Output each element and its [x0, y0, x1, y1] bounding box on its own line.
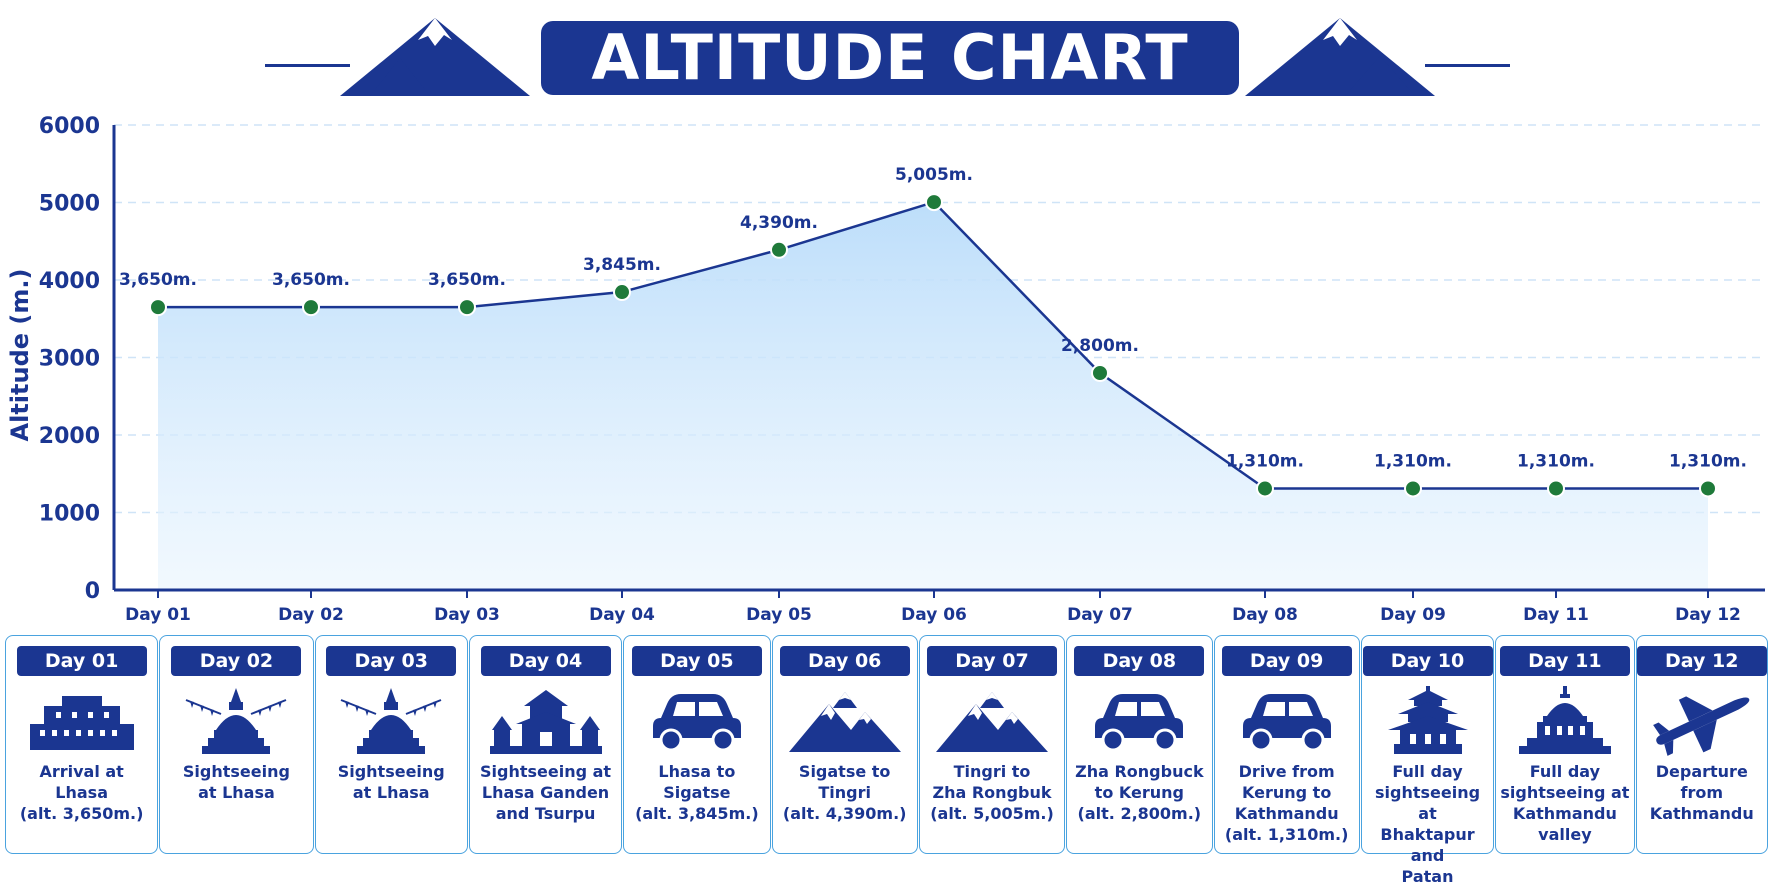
- itinerary-card: Day 09 Drive from Kerung to Kathmandu (al…: [1213, 635, 1360, 854]
- card-description: Tingri to Zha Rongbuk (alt. 5,005m.): [930, 762, 1054, 823]
- car-icon: [637, 686, 757, 766]
- pagoda-icon: [1368, 686, 1488, 766]
- data-point: [458, 298, 476, 317]
- data-label: 1,310m.: [1374, 451, 1452, 471]
- day-badge: Day 11: [1499, 646, 1630, 676]
- car-icon: [1227, 686, 1347, 766]
- altitude-chart: Altitude (m.) 0100020003000400050006000 …: [6, 114, 1765, 625]
- itinerary-card: Day 12 Departure from Kathmandu: [1635, 635, 1768, 854]
- header: ALTITUDE CHART: [0, 0, 1774, 110]
- y-tick-label: 0: [85, 579, 100, 604]
- day-badge: Day 09: [1221, 646, 1352, 676]
- day-badge: Day 01: [16, 646, 147, 676]
- right-divider-line: [1425, 64, 1510, 67]
- x-tick-label: Day 06: [901, 605, 967, 625]
- data-point: [302, 298, 320, 317]
- itinerary-card: Day 07 Tingri to Zha Rongbuk (alt. 5,005m…: [918, 635, 1066, 854]
- day-badge: Day 06: [779, 646, 910, 676]
- x-tick-label: Day 12: [1675, 605, 1741, 625]
- day-badge: Day 12: [1636, 646, 1767, 676]
- y-tick-label: 6000: [39, 114, 100, 139]
- data-point: [925, 193, 943, 212]
- data-label: 1,310m.: [1226, 451, 1304, 471]
- airplane-icon: [1642, 686, 1762, 766]
- day-badge: Day 10: [1362, 646, 1493, 676]
- data-point: [149, 298, 167, 317]
- mountain-icon: [785, 686, 905, 766]
- y-tick-label: 4000: [39, 269, 100, 294]
- area-fill: [158, 202, 1708, 591]
- data-point: [1091, 364, 1109, 382]
- itinerary-card: Day 10 Full day sightseeing at Bhaktapur …: [1360, 635, 1495, 886]
- mountain-icon: [932, 686, 1052, 766]
- x-tick-label: Day 02: [278, 605, 344, 625]
- monastery-icon: [486, 686, 606, 766]
- mountain-icon: [1245, 18, 1435, 96]
- itinerary-card: Day 11 Full day sightseeing at Kathmandu …: [1495, 635, 1635, 854]
- itinerary-cards: Day 01 Arrival at Lhasa (alt. 3,650m.) Day…: [5, 635, 1769, 886]
- itinerary-card: Day 04 Sightseeing at Lhasa Ganden and Ts…: [468, 635, 623, 854]
- data-label: 3,650m.: [272, 270, 350, 290]
- day-badge: Day 07: [927, 646, 1057, 676]
- left-divider-line: [265, 64, 350, 67]
- card-description: Sigatse to Tingri (alt. 4,390m.): [782, 762, 907, 823]
- day-badge: Day 05: [631, 646, 762, 676]
- card-description: Sightseeing at Lhasa: [182, 762, 290, 802]
- card-description: Departure from Kathmandu: [1649, 762, 1754, 823]
- y-axis-label: Altitude (m.): [6, 269, 34, 442]
- data-label: 3,845m.: [583, 255, 661, 275]
- card-description: Sightseeing at Lhasa Ganden and Tsurpu: [480, 762, 612, 823]
- day-badge: Day 04: [480, 646, 611, 676]
- itinerary-card: Day 05 Lhasa to Sigatse (alt. 3,845m.): [623, 635, 771, 854]
- data-point: [1699, 479, 1717, 498]
- day-badge: Day 02: [171, 646, 302, 676]
- day-badge: Day 03: [326, 646, 457, 676]
- data-point: [770, 240, 788, 259]
- data-label: 2,800m.: [1061, 336, 1139, 356]
- itinerary-card: Day 02 Sightseeing at Lhasa: [159, 635, 314, 854]
- card-description: Arrival at Lhasa (alt. 3,650m.): [19, 762, 144, 823]
- car-icon: [1079, 686, 1199, 766]
- day-badge: Day 08: [1074, 646, 1205, 676]
- x-tick-label: Day 11: [1523, 605, 1589, 625]
- card-description: Full day sightseeing at Bhaktapur and Pa…: [1374, 762, 1481, 886]
- y-tick-label: 5000: [39, 192, 100, 217]
- data-label: 1,310m.: [1517, 451, 1595, 471]
- itinerary-card: Day 08 Zha Rongbuck to Kerung (alt. 2,800…: [1066, 635, 1213, 854]
- x-tick-label: Day 04: [589, 605, 655, 625]
- page-title: ALTITUDE CHART: [591, 21, 1189, 94]
- data-label: 1,310m.: [1669, 451, 1747, 471]
- palace-icon: [22, 686, 142, 766]
- data-point: [1256, 479, 1274, 498]
- stupa-icon: [331, 686, 451, 766]
- x-tick-label: Day 01: [125, 605, 191, 625]
- itinerary-card: Day 03 Sightseeing at Lhasa: [314, 635, 468, 854]
- card-description: Drive from Kerung to Kathmandu (alt. 1,3…: [1224, 762, 1349, 844]
- stupa-icon: [176, 686, 296, 766]
- y-tick-label: 3000: [39, 347, 100, 372]
- y-tick-label: 1000: [39, 502, 100, 527]
- data-point: [1547, 479, 1565, 498]
- itinerary-card: Day 01 Arrival at Lhasa (alt. 3,650m.): [5, 635, 159, 854]
- title-banner: ALTITUDE CHART: [541, 21, 1239, 95]
- x-tick-label: Day 03: [434, 605, 500, 625]
- card-description: Lhasa to Sigatse (alt. 3,845m.): [635, 762, 759, 823]
- mountain-icon: [340, 18, 530, 96]
- card-description: Zha Rongbuck to Kerung (alt. 2,800m.): [1075, 762, 1204, 823]
- data-label: 5,005m.: [895, 165, 973, 185]
- card-description: Sightseeing at Lhasa: [337, 762, 445, 802]
- data-point: [613, 283, 631, 302]
- data-label: 3,650m.: [119, 270, 197, 290]
- temple-icon: [1505, 686, 1625, 766]
- card-description: Full day sightseeing at Kathmandu valley: [1500, 762, 1630, 844]
- x-tick-label: Day 05: [746, 605, 812, 625]
- x-tick-label: Day 07: [1067, 605, 1133, 625]
- data-point: [1404, 479, 1422, 498]
- x-tick-label: Day 08: [1232, 605, 1298, 625]
- y-tick-label: 2000: [39, 424, 100, 449]
- itinerary-card: Day 06 Sigatse to Tingri (alt. 4,390m.): [771, 635, 918, 854]
- data-label: 4,390m.: [740, 213, 818, 233]
- data-label: 3,650m.: [428, 270, 506, 290]
- x-tick-label: Day 09: [1380, 605, 1446, 625]
